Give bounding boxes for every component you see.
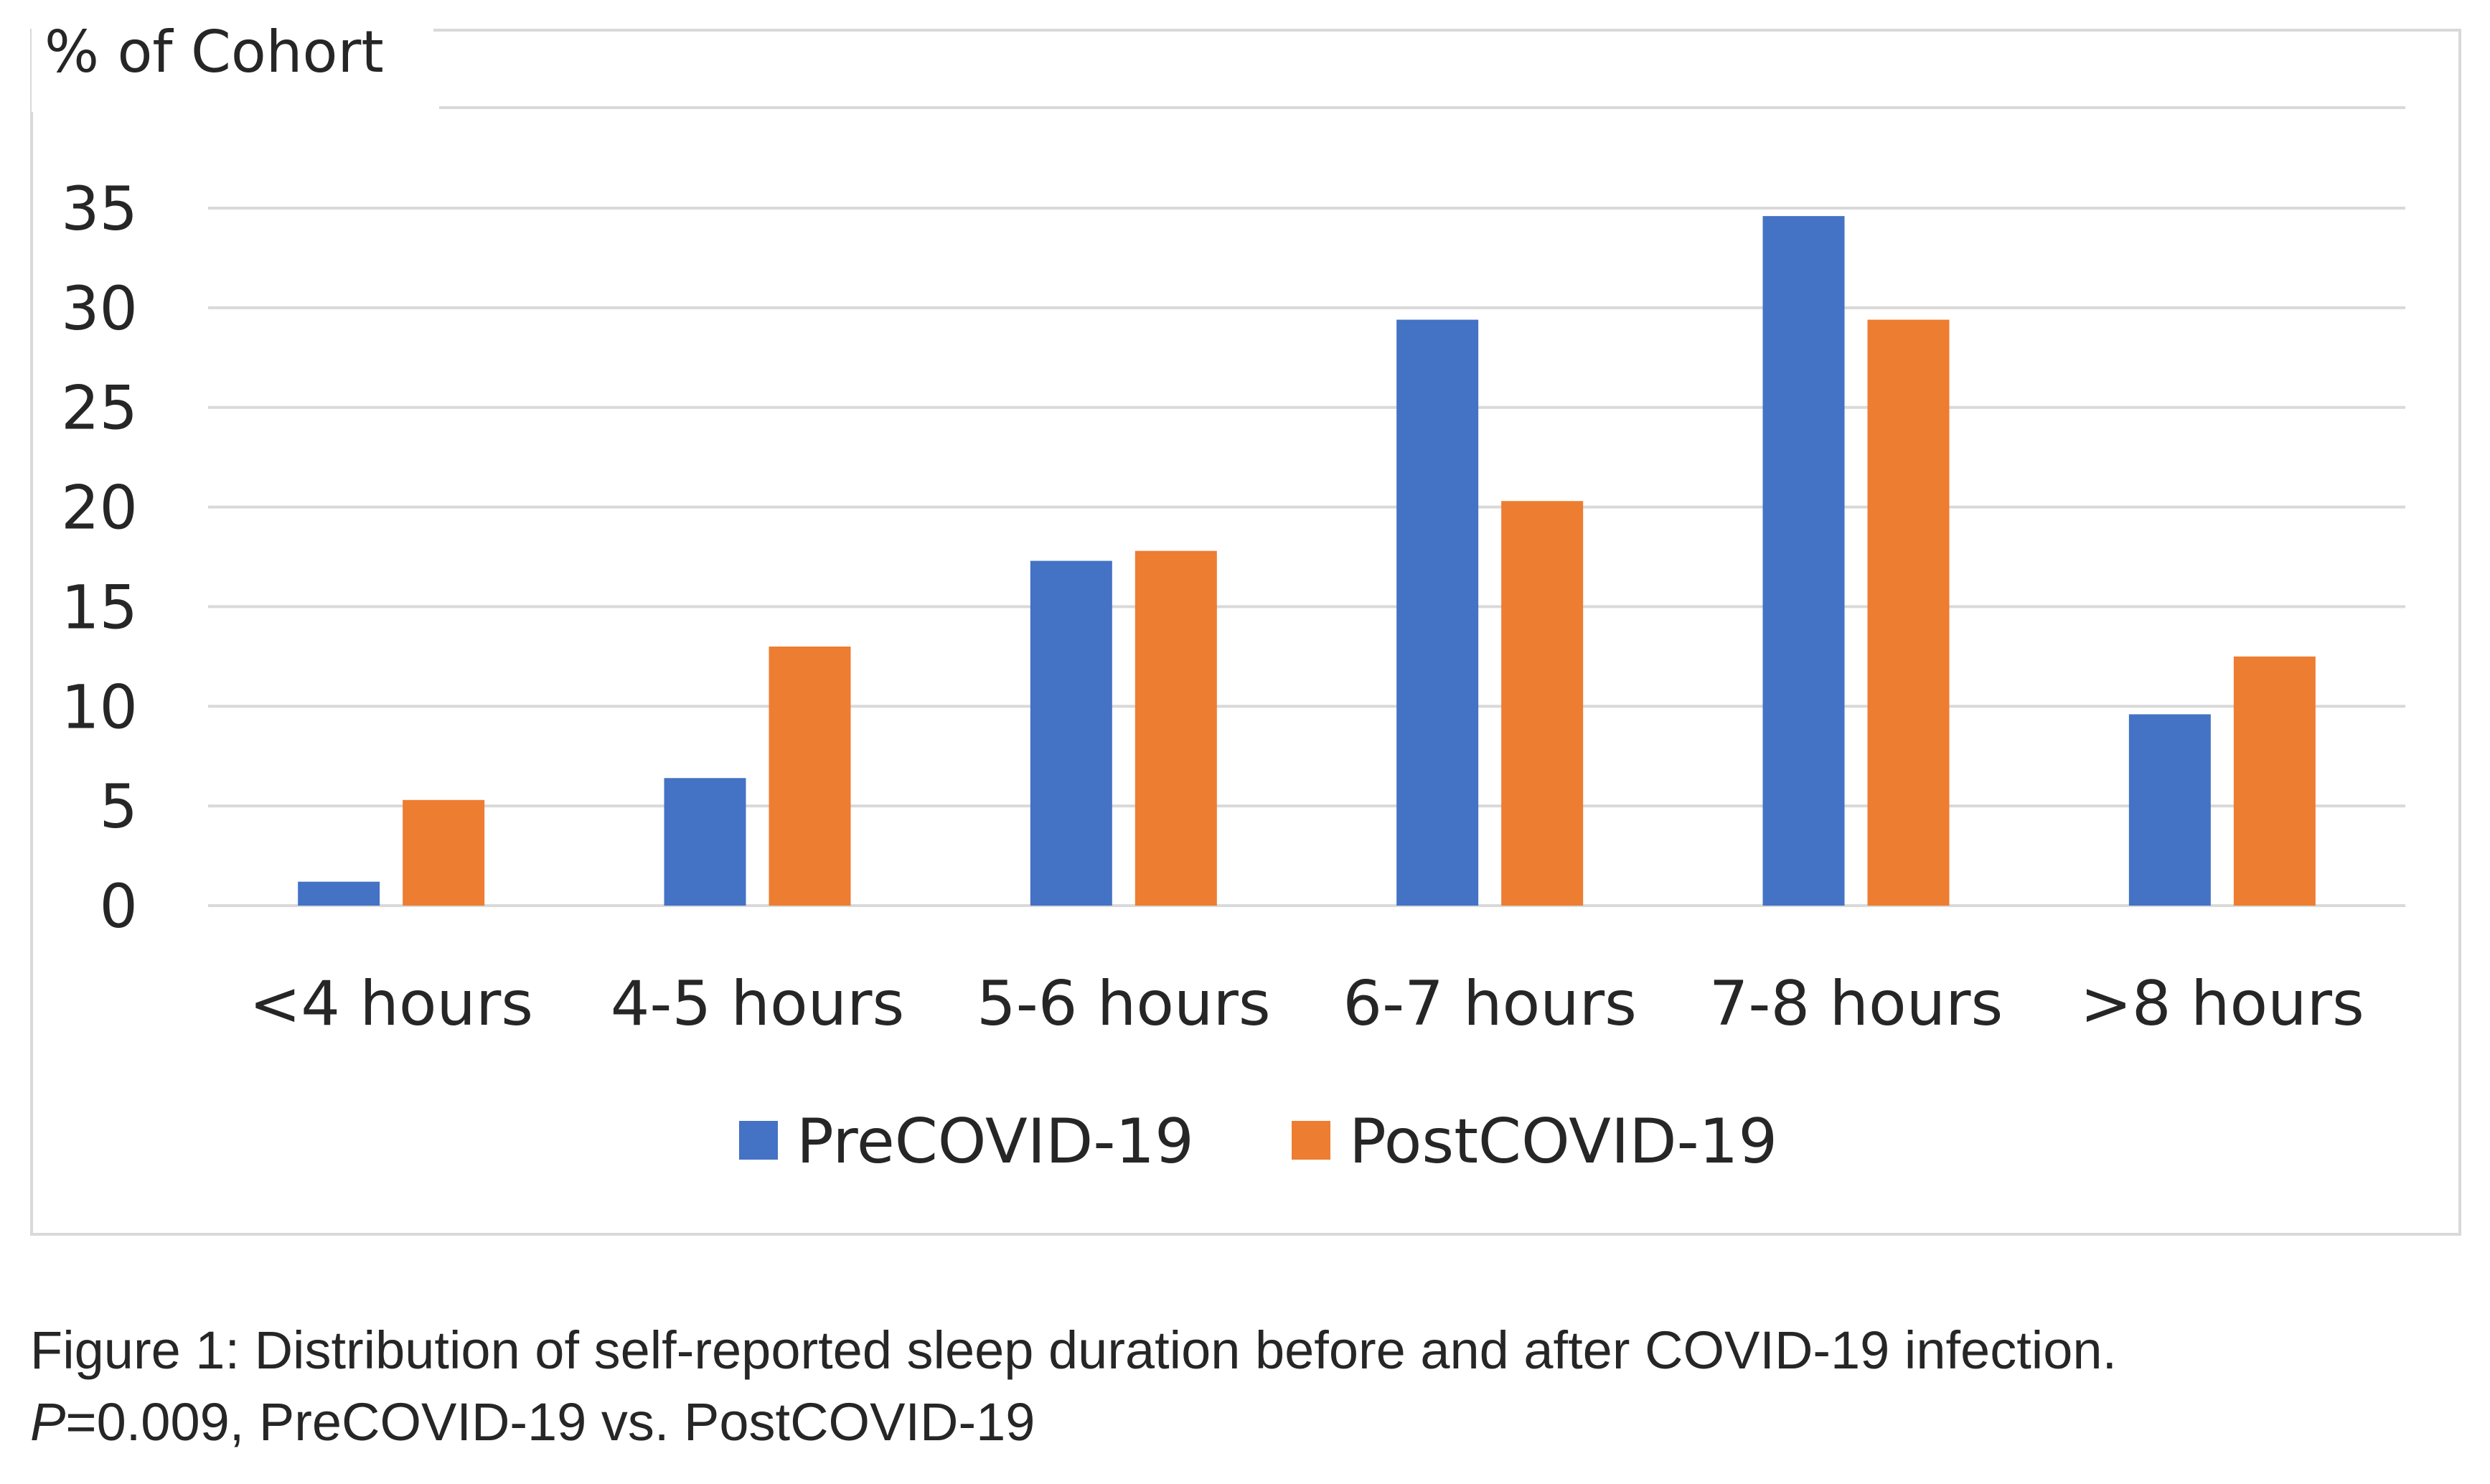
y-tick-label-20: 20 xyxy=(61,473,138,543)
legend-swatch-post xyxy=(1292,1121,1330,1160)
bar-pre-5 xyxy=(2128,714,2211,906)
caption-line-2: P=0.009, PreCOVID-19 vs. PostCOVID-19 xyxy=(30,1386,2456,1458)
chart-frame xyxy=(30,29,2461,1236)
bar-pre-2 xyxy=(1030,560,1112,906)
y-tick-label-10: 10 xyxy=(61,672,138,742)
x-tick-label-3: 6-7 hours xyxy=(1343,968,1637,1040)
legend: PreCOVID-19 PostCOVID-19 xyxy=(739,1106,1777,1178)
bar-pre-4 xyxy=(1762,216,1845,906)
y-tick-label-35: 35 xyxy=(61,174,138,244)
caption-p-symbol: P xyxy=(30,1392,66,1452)
bar-pre-1 xyxy=(664,778,746,906)
y-tick-label-5: 5 xyxy=(100,771,138,842)
figure-caption: Figure 1: Distribution of self-reported … xyxy=(30,1315,2456,1458)
bar-post-5 xyxy=(2233,656,2316,906)
bar-post-0 xyxy=(403,799,485,906)
bars xyxy=(298,216,2316,906)
x-tick-labels: <4 hours 4-5 hours 5-6 hours 6-7 hours 7-8 h… xyxy=(249,968,2364,1040)
bar-pre-0 xyxy=(298,881,380,906)
legend-swatch-pre xyxy=(739,1121,778,1160)
legend-label-pre: PreCOVID-19 xyxy=(797,1106,1194,1178)
bar-chart: % of Cohort 0 5 10 15 20 25 30 35 <4 hours 4-5 h… xyxy=(32,19,2405,1178)
y-tick-label-25: 25 xyxy=(61,373,138,443)
x-tick-label-0: <4 hours xyxy=(249,968,533,1040)
bar-post-1 xyxy=(769,646,851,906)
bar-post-4 xyxy=(1867,319,1950,906)
caption-line-1: Figure 1: Distribution of self-reported … xyxy=(30,1320,2118,1380)
ylabel-mask xyxy=(32,26,433,112)
bar-post-2 xyxy=(1134,550,1217,906)
y-axis-label: % of Cohort xyxy=(44,19,384,85)
x-tick-label-4: 7-8 hours xyxy=(1709,968,2003,1040)
x-tick-label-5: >8 hours xyxy=(2080,968,2364,1040)
y-tick-label-30: 30 xyxy=(61,273,138,344)
x-tick-label-2: 5-6 hours xyxy=(977,968,1271,1040)
x-tick-label-1: 4-5 hours xyxy=(611,968,905,1040)
caption-p-value: =0.009, PreCOVID-19 vs. PostCOVID-19 xyxy=(65,1392,1035,1452)
bar-post-3 xyxy=(1501,501,1584,906)
bar-pre-3 xyxy=(1396,319,1479,906)
y-tick-label-0: 0 xyxy=(100,871,138,941)
y-tick-labels: 0 5 10 15 20 25 30 35 xyxy=(61,174,138,941)
legend-label-post: PostCOVID-19 xyxy=(1349,1106,1777,1178)
y-tick-label-15: 15 xyxy=(61,572,138,642)
gridlines xyxy=(208,207,2405,907)
